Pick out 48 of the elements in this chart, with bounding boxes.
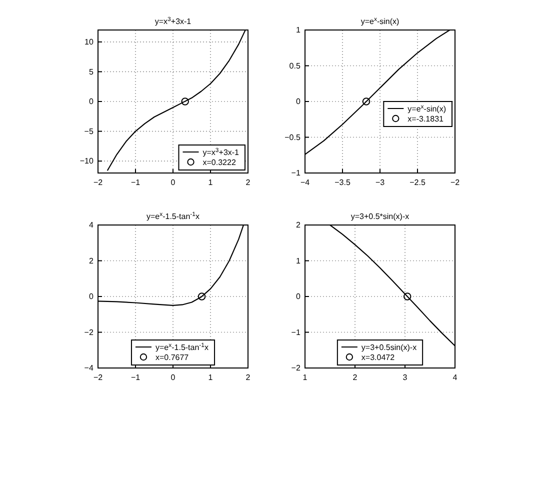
y-tick-label: 5 (88, 67, 94, 76)
y-tick-label: −1 (291, 168, 301, 178)
y-tick-label: 1 (296, 256, 301, 266)
x-tick-label: −2.5 (410, 178, 426, 187)
legend-label: y=x$^{3}$+3x-1 (202, 147, 240, 157)
chart-title: y=e$^{x}$-sin(x) (360, 17, 400, 26)
x-tick-label: −2 (450, 178, 460, 187)
y-tick-label: 4 (88, 220, 94, 230)
y-tick-label: −2 (291, 364, 301, 373)
y-tick-label: −0.5 (284, 132, 301, 142)
y-tick-label: 0 (88, 97, 94, 106)
y-tick-label: 2 (296, 220, 301, 230)
x-tick-label: 2 (246, 178, 251, 187)
y-tick-label: 2 (88, 256, 94, 266)
chart-title: y=3+0.5*sin(x)-x (350, 212, 410, 221)
x-tick-label: 1 (302, 372, 308, 382)
legend-label: x=0.3222 (202, 158, 236, 167)
legend-label: y=e$^{x}$-sin(x) (408, 104, 446, 114)
y-tick-label: −1 (291, 328, 301, 337)
y-tick-label: 0 (296, 97, 301, 106)
chart-title: y=x$^{3}$+3x-1 (154, 16, 192, 26)
y-tick-label: 0 (88, 292, 94, 302)
y-tick-label: −2 (84, 328, 94, 337)
y-tick-label: 1 (296, 26, 301, 35)
y-tick-label: −4 (84, 364, 94, 373)
legend-label: x=3.0472 (361, 353, 396, 362)
x-tick-label: 0 (170, 372, 176, 382)
y-tick-label: −10 (80, 156, 94, 166)
x-tick-label: 2 (246, 372, 251, 382)
x-tick-label: 1 (208, 372, 214, 382)
x-tick-label: 1 (208, 178, 214, 187)
legend-label: y=3+0.5sin(x)-x (361, 343, 417, 352)
x-tick-label: 4 (452, 372, 458, 382)
y-tick-label: 0 (296, 292, 301, 302)
x-tick-label: 2 (352, 372, 358, 382)
y-tick-label: −5 (84, 126, 94, 136)
x-tick-label: 0 (170, 178, 176, 187)
legend-label: x=-3.1831 (408, 114, 444, 124)
chart-title: y=e$^{x}$-1.5-tan$^{-1}$x (146, 211, 200, 221)
legend-label: y=e$^{x}$-1.5-tan$^{-1}$x (155, 342, 209, 352)
x-tick-label: −3 (375, 178, 386, 187)
x-tick-label: 3 (402, 372, 408, 382)
x-tick-label: −1 (130, 372, 141, 382)
y-tick-label: 10 (84, 37, 94, 46)
x-tick-label: −1 (130, 178, 141, 187)
x-tick-label: −3.5 (334, 178, 351, 187)
y-tick-label: 0.5 (289, 61, 301, 70)
legend-label: x=0.7677 (155, 353, 190, 362)
